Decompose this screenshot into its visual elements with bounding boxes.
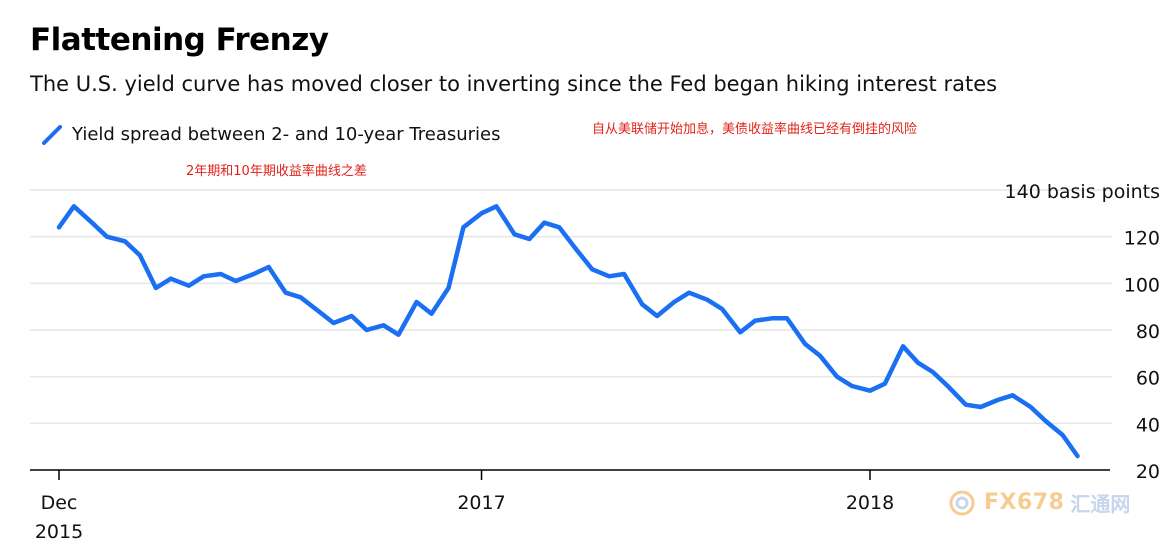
y-tick-label: 60	[1136, 368, 1160, 390]
annotation-cn-legend: 2年期和10年期收益率曲线之差	[186, 164, 367, 179]
chart-subtitle: The U.S. yield curve has moved closer to…	[30, 72, 998, 96]
y-tick-label: 20	[1136, 461, 1160, 483]
y-tick-label: 100	[1124, 274, 1160, 296]
y-tick-label: 40	[1136, 414, 1160, 436]
y-tick-label: 120	[1124, 228, 1160, 250]
watermark: FX678 汇通网	[948, 488, 1130, 517]
legend-label: Yield spread between 2- and 10-year Trea…	[72, 124, 501, 145]
fx678-logo-icon	[949, 490, 975, 515]
x-tick-label: 2017	[457, 492, 505, 514]
y-tick-label: 140 basis points	[1005, 181, 1160, 203]
watermark-text: FX678	[984, 490, 1065, 515]
watermark-cn: 汇通网	[1070, 492, 1131, 516]
series-line	[56, 204, 1080, 459]
y-tick-label: 80	[1136, 321, 1160, 343]
annotation-cn-top: 自从美联储开始加息，美债收益率曲线已经有倒挂的风险	[592, 122, 918, 137]
legend: Yield spread between 2- and 10-year Trea…	[42, 124, 501, 145]
x-tick-label: 2018	[846, 492, 894, 514]
chart-title: Flattening Frenzy	[30, 22, 329, 58]
x-tick-label-year: 2015	[35, 521, 83, 540]
x-tick-label: Dec	[41, 492, 78, 514]
legend-line-icon	[42, 124, 62, 145]
